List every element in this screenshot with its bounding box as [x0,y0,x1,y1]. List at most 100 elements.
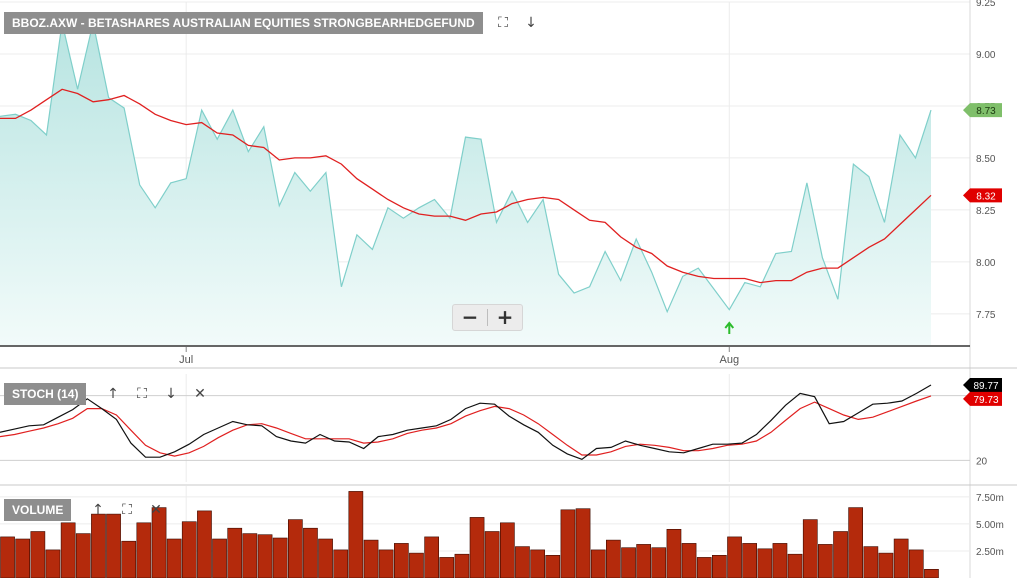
price-tick-label: 8.25 [976,206,996,217]
volume-bar [924,568,939,578]
volume-bar [363,539,379,578]
zoom-out-button[interactable]: − [461,305,479,329]
volume-panel-title: VOLUME [4,499,72,521]
last-price-badge-shape [963,103,1002,118]
volume-bar [121,540,137,578]
price-tick-label: 8.00 [976,258,996,269]
volume-bar [318,538,333,578]
volume-bar [0,536,15,578]
ma-badge-shape [963,188,1002,203]
volume-bar [348,491,364,578]
volume-bar [575,508,591,578]
stoch-d-badge: 79.73 [963,391,1002,406]
close-icon[interactable]: ✕ [194,386,206,402]
stoch-grid [0,374,970,482]
maximize-icon[interactable]: ⛶ [122,502,132,518]
volume-bar [106,513,121,578]
volume-bar [181,521,197,578]
stoch-d-badge-text: 79.73 [973,395,998,406]
price-area-fill [0,22,931,346]
volume-bar [91,513,106,578]
stoch-panel-title: STOCH (14) [4,383,87,405]
volume-bar [848,507,863,578]
signal-markers [724,321,735,334]
ma-badge: 8.32 [963,188,1002,203]
volume-bar [545,554,561,578]
volume-bar [484,531,500,578]
volume-tick-label: 5.00m [976,520,1004,531]
volume-bar [908,549,924,578]
moving-average-series [0,88,932,284]
volume-bar [772,543,788,578]
volume-bar [469,517,485,578]
volume-bar [651,547,667,578]
stoch-tick-label: 20 [976,456,988,467]
price-tick-label: 9.25 [976,0,996,9]
maximize-icon[interactable]: ⛶ [137,386,147,402]
volume-y-axis: 7.50m 5.00m 2.50m [976,493,1004,558]
volume-bar [696,557,712,578]
volume-bar [727,536,742,578]
price-area-series [0,22,932,346]
x-tick-label: Aug [719,354,739,366]
stoch-d-line [0,395,932,457]
arrow-up-icon[interactable]: ↑ [92,502,104,518]
stoch-k-badge-text: 89.77 [973,381,998,392]
price-line [0,22,932,314]
price-tick-label: 8.50 [976,154,996,165]
stoch-y-axis: 20 [976,456,988,467]
volume-bar [636,544,651,578]
volume-bars [0,491,939,578]
volume-bar [45,549,61,578]
volume-bar [75,533,91,578]
volume-bar [560,509,576,578]
volume-bar [439,557,455,578]
last-price-badge: 8.73 [963,103,1002,118]
zoom-in-button[interactable]: + [496,305,514,329]
stoch-series [0,384,932,460]
arrow-head [724,321,735,329]
volume-bar [393,543,409,578]
x-tick-label: Jul [179,354,193,366]
volume-bar [151,507,167,578]
volume-bar [227,527,243,578]
volume-bar [893,538,909,578]
volume-bar [454,553,470,578]
volume-bar [590,549,606,578]
volume-bar [60,522,76,578]
volume-bar [515,546,530,578]
volume-bar [605,539,621,578]
volume-bar [802,519,818,578]
volume-bar [166,538,182,578]
volume-bar [711,554,727,578]
maximize-icon[interactable]: ⛶ [498,15,508,31]
price-y-axis: 9.259.008.758.508.258.007.75 [969,0,996,578]
price-tick-label: 7.75 [976,310,996,321]
arrow-down-icon[interactable]: ↓ [165,386,177,402]
stoch-k-badge-shape [963,378,1002,393]
volume-bar [257,534,273,578]
volume-bar [742,543,757,578]
arrow-down-icon[interactable]: ↓ [525,15,537,31]
volume-bar [30,531,46,578]
stoch-k-badge: 89.77 [963,378,1002,393]
zoom-separator [487,309,488,326]
volume-bar [303,527,318,578]
volume-tick-label: 7.50m [976,493,1004,504]
volume-bar [666,528,682,578]
volume-bar [499,522,515,578]
volume-bar [863,546,879,578]
price-tick-label: 9.00 [976,50,996,61]
volume-bar [817,544,833,578]
last-price-badge-text: 8.73 [976,106,996,117]
volume-bar [621,547,636,578]
volume-bar [15,538,31,578]
moving-average-line [0,88,932,284]
volume-bar [681,543,697,578]
volume-bar [287,519,303,578]
volume-bar [212,538,227,578]
close-icon[interactable]: ✕ [150,502,162,518]
volume-bar [757,548,773,578]
arrow-up-icon[interactable]: ↑ [107,386,119,402]
